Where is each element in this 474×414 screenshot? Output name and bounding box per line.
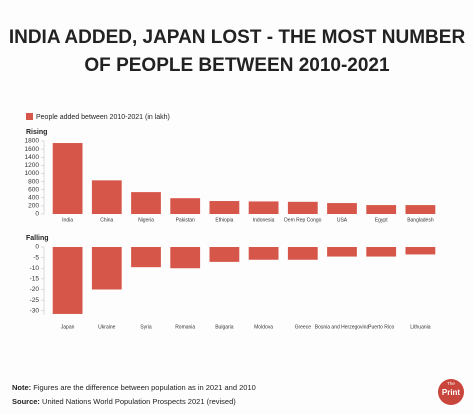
y-tick-label: 1600 — [25, 146, 40, 153]
y-tick-label: 1400 — [25, 154, 40, 161]
panel-label: Falling — [26, 235, 49, 242]
bar — [366, 205, 397, 214]
y-tick-label: 1800 — [25, 138, 40, 145]
x-tick-label: China — [100, 217, 113, 223]
logo-text: Print — [442, 388, 461, 397]
bar — [170, 198, 201, 214]
bar — [327, 247, 357, 257]
y-tick-label: 0 — [35, 244, 39, 251]
x-tick-label: Ukraine — [98, 324, 115, 330]
source-text: United Nations World Population Prospect… — [42, 397, 236, 406]
note-text: Figures are the difference between popul… — [33, 383, 256, 392]
chart-title: INDIA ADDED, JAPAN LOST - THE MOST NUMBE… — [9, 27, 466, 48]
x-tick-label: Dem Rep Congo — [284, 217, 321, 223]
bar — [287, 201, 318, 214]
bar — [209, 201, 240, 214]
panel-label: Rising — [26, 129, 47, 136]
y-tick-label: -20 — [30, 286, 40, 293]
y-tick-label: -10 — [30, 265, 40, 272]
bar — [91, 247, 122, 290]
x-tick-label: Pakistan — [176, 217, 195, 223]
bar — [209, 247, 240, 262]
x-tick-label: Bangladesh — [407, 217, 434, 223]
x-tick-label: Bosnia and Herzegovina — [315, 324, 370, 330]
x-tick-label: Moldova — [254, 324, 273, 330]
bar — [91, 180, 122, 214]
legend-swatch — [26, 113, 33, 120]
bar — [248, 201, 279, 214]
x-tick-label: Puerto Rico — [368, 324, 394, 330]
x-tick-label: Lithuania — [410, 324, 431, 330]
note: Note: Figures are the difference between… — [12, 383, 256, 392]
y-tick-label: -15 — [30, 276, 40, 283]
x-tick-label: Greece — [295, 324, 312, 330]
bar — [248, 247, 279, 260]
y-tick-label: 200 — [28, 203, 39, 210]
source-label: Source: — [12, 397, 40, 406]
y-tick-label: -25 — [30, 297, 40, 304]
bar — [170, 247, 201, 269]
note-label: Note: — [12, 383, 31, 392]
x-tick-label: Nigeria — [138, 217, 154, 223]
bar — [131, 192, 161, 214]
y-tick-label: 0 — [35, 211, 39, 218]
x-tick-label: Indonesia — [253, 217, 275, 223]
x-tick-label: Syria — [140, 324, 152, 330]
y-tick-label: 800 — [28, 178, 39, 185]
logo — [438, 379, 464, 405]
y-tick-label: -30 — [30, 307, 40, 314]
x-tick-label: Bulgaria — [215, 324, 234, 330]
source: Source: United Nations World Population … — [12, 397, 236, 406]
y-tick-label: 1000 — [25, 170, 40, 177]
y-tick-label: 400 — [28, 194, 39, 201]
bar — [327, 203, 357, 214]
x-tick-label: USA — [337, 217, 348, 223]
legend-label: People added between 2010-2021 (in lakh) — [36, 114, 170, 121]
bar — [405, 247, 436, 255]
y-tick-label: 600 — [28, 186, 39, 193]
bar — [287, 247, 318, 260]
chart-title: OF PEOPLE BETWEEN 2010-2021 — [84, 55, 390, 76]
bar — [52, 247, 83, 314]
x-tick-label: Ethiopia — [215, 217, 233, 223]
y-tick-label: -5 — [33, 254, 39, 261]
bar — [366, 247, 397, 257]
x-tick-label: Romania — [175, 324, 195, 330]
logo-text: The — [447, 381, 455, 386]
x-tick-label: Egypt — [375, 217, 388, 223]
bar — [52, 143, 83, 214]
x-tick-label: India — [62, 217, 73, 223]
y-tick-label: 1200 — [25, 162, 40, 169]
bar — [405, 205, 436, 214]
x-tick-label: Japan — [61, 324, 75, 330]
bar — [131, 247, 161, 268]
